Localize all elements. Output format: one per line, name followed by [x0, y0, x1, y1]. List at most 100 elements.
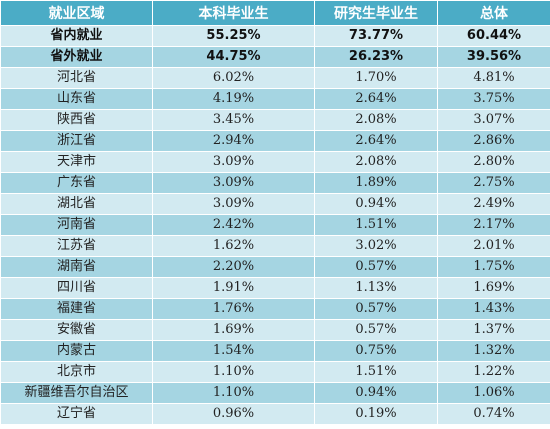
cell-overall: 2.75% — [437, 172, 550, 194]
table-row: 浙江省 2.94% 2.64% 2.86% — [0, 130, 550, 152]
cell-overall: 1.75% — [437, 256, 550, 278]
table-row: 江苏省 1.62% 3.02% 2.01% — [0, 235, 550, 257]
cell-region: 湖北省 — [0, 193, 153, 215]
table-row: 天津市 3.09% 2.08% 2.80% — [0, 151, 550, 173]
header-row: 就业区域 本科毕业生 研究生毕业生 总体 — [0, 0, 550, 26]
table-row: 省内就业 55.25% 73.77% 60.44% — [0, 25, 550, 47]
cell-undergrad: 0.96% — [152, 403, 315, 425]
cell-graduate: 1.70% — [314, 67, 438, 89]
table-row: 湖南省 2.20% 0.57% 1.75% — [0, 256, 550, 278]
cell-undergrad: 55.25% — [152, 25, 315, 47]
cell-overall: 1.06% — [437, 382, 550, 404]
cell-undergrad: 2.20% — [152, 256, 315, 278]
table-row: 内蒙古 1.54% 0.75% 1.32% — [0, 340, 550, 362]
cell-overall: 2.01% — [437, 235, 550, 257]
header-undergrad: 本科毕业生 — [152, 0, 315, 26]
table-row: 福建省 1.76% 0.57% 1.43% — [0, 298, 550, 320]
cell-undergrad: 1.62% — [152, 235, 315, 257]
cell-region: 天津市 — [0, 151, 153, 173]
cell-graduate: 2.64% — [314, 130, 438, 152]
table-body: 省内就业 55.25% 73.77% 60.44% 省外就业 44.75% 26.23% 39… — [0, 25, 550, 425]
cell-overall: 3.75% — [437, 88, 550, 110]
cell-overall: 2.80% — [437, 151, 550, 173]
table-row: 河北省 6.02% 1.70% 4.81% — [0, 67, 550, 89]
cell-graduate: 0.94% — [314, 193, 438, 215]
cell-graduate: 2.08% — [314, 151, 438, 173]
cell-overall: 1.69% — [437, 277, 550, 299]
cell-graduate: 0.57% — [314, 319, 438, 341]
cell-region: 省内就业 — [0, 25, 153, 47]
cell-region: 湖南省 — [0, 256, 153, 278]
cell-undergrad: 3.09% — [152, 151, 315, 173]
cell-graduate: 1.51% — [314, 361, 438, 383]
cell-region: 河北省 — [0, 67, 153, 89]
cell-undergrad: 1.10% — [152, 361, 315, 383]
cell-undergrad: 4.19% — [152, 88, 315, 110]
cell-region: 浙江省 — [0, 130, 153, 152]
cell-undergrad: 1.10% — [152, 382, 315, 404]
cell-region: 广东省 — [0, 172, 153, 194]
cell-overall: 1.22% — [437, 361, 550, 383]
cell-graduate: 2.64% — [314, 88, 438, 110]
cell-region: 内蒙古 — [0, 340, 153, 362]
cell-graduate: 0.57% — [314, 298, 438, 320]
cell-undergrad: 6.02% — [152, 67, 315, 89]
cell-region: 新疆维吾尔自治区 — [0, 382, 153, 404]
table-row: 陕西省 3.45% 2.08% 3.07% — [0, 109, 550, 131]
table-row: 山东省 4.19% 2.64% 3.75% — [0, 88, 550, 110]
cell-region: 江苏省 — [0, 235, 153, 257]
cell-undergrad: 2.42% — [152, 214, 315, 236]
cell-graduate: 0.19% — [314, 403, 438, 425]
cell-region: 河南省 — [0, 214, 153, 236]
cell-undergrad: 1.54% — [152, 340, 315, 362]
cell-undergrad: 2.94% — [152, 130, 315, 152]
cell-overall: 60.44% — [437, 25, 550, 47]
header-region: 就业区域 — [0, 0, 153, 26]
cell-undergrad: 3.09% — [152, 193, 315, 215]
cell-undergrad: 1.76% — [152, 298, 315, 320]
cell-overall: 2.49% — [437, 193, 550, 215]
cell-overall: 1.32% — [437, 340, 550, 362]
header-graduate: 研究生毕业生 — [314, 0, 438, 26]
table-row: 河南省 2.42% 1.51% 2.17% — [0, 214, 550, 236]
cell-graduate: 1.13% — [314, 277, 438, 299]
table-row: 湖北省 3.09% 0.94% 2.49% — [0, 193, 550, 215]
cell-overall: 2.17% — [437, 214, 550, 236]
cell-undergrad: 44.75% — [152, 46, 315, 68]
table-row: 北京市 1.10% 1.51% 1.22% — [0, 361, 550, 383]
table-row: 省外就业 44.75% 26.23% 39.56% — [0, 46, 550, 68]
cell-overall: 3.07% — [437, 109, 550, 131]
cell-region: 省外就业 — [0, 46, 153, 68]
cell-graduate: 1.89% — [314, 172, 438, 194]
cell-graduate: 1.51% — [314, 214, 438, 236]
table-row: 辽宁省 0.96% 0.19% 0.74% — [0, 403, 550, 425]
cell-graduate: 0.94% — [314, 382, 438, 404]
cell-overall: 39.56% — [437, 46, 550, 68]
cell-overall: 4.81% — [437, 67, 550, 89]
header-overall: 总体 — [437, 0, 550, 26]
cell-region: 福建省 — [0, 298, 153, 320]
cell-graduate: 2.08% — [314, 109, 438, 131]
cell-undergrad: 3.09% — [152, 172, 315, 194]
cell-graduate: 3.02% — [314, 235, 438, 257]
cell-region: 北京市 — [0, 361, 153, 383]
cell-graduate: 0.75% — [314, 340, 438, 362]
cell-region: 陕西省 — [0, 109, 153, 131]
cell-graduate: 73.77% — [314, 25, 438, 47]
cell-region: 四川省 — [0, 277, 153, 299]
cell-overall: 1.37% — [437, 319, 550, 341]
cell-undergrad: 3.45% — [152, 109, 315, 131]
cell-overall: 1.43% — [437, 298, 550, 320]
cell-region: 辽宁省 — [0, 403, 153, 425]
cell-region: 山东省 — [0, 88, 153, 110]
table-row: 广东省 3.09% 1.89% 2.75% — [0, 172, 550, 194]
cell-undergrad: 1.91% — [152, 277, 315, 299]
table-row: 安徽省 1.69% 0.57% 1.37% — [0, 319, 550, 341]
table-row: 四川省 1.91% 1.13% 1.69% — [0, 277, 550, 299]
cell-region: 安徽省 — [0, 319, 153, 341]
table-row: 新疆维吾尔自治区 1.10% 0.94% 1.06% — [0, 382, 550, 404]
cell-overall: 0.74% — [437, 403, 550, 425]
cell-overall: 2.86% — [437, 130, 550, 152]
cell-graduate: 0.57% — [314, 256, 438, 278]
